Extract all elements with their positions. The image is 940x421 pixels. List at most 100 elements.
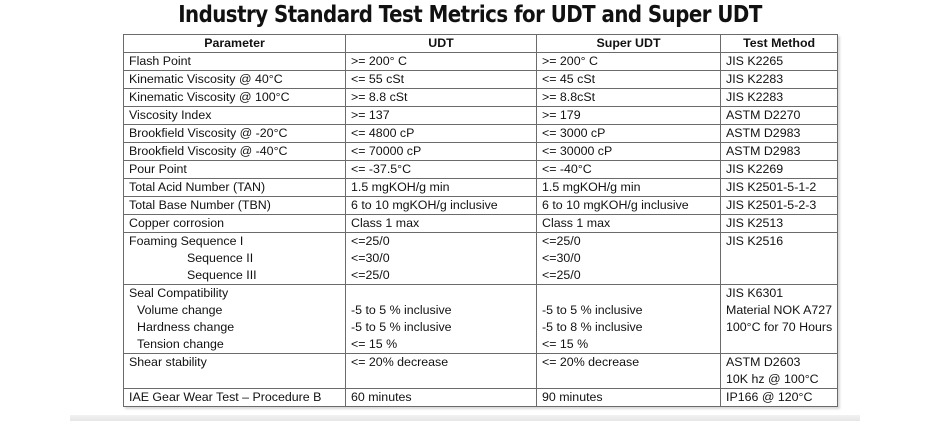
- value: 100°C for 70 Hours: [726, 320, 833, 334]
- method-cell: JIS K2269: [719, 160, 839, 179]
- value: <=25/0: [542, 234, 581, 248]
- udt-cell: >= 200° C: [345, 52, 537, 71]
- header-udt: UDT: [345, 34, 537, 53]
- udt-cell: <= 70000 cP: [345, 142, 537, 161]
- udt-cell: <=25/0 <=30/0 <=25/0: [345, 232, 537, 285]
- super-udt-cell: >= 8.8cSt: [536, 88, 721, 107]
- page-title: Industry Standard Test Metrics for UDT a…: [178, 2, 762, 28]
- param-cell: Seal Compatibility Volume change Hardnes…: [123, 284, 346, 354]
- param-cell: Copper corrosion: [123, 214, 346, 233]
- value: <= 15 %: [351, 337, 398, 351]
- param-cell: IAE Gear Wear Test – Procedure B: [123, 388, 346, 407]
- method-cell: IP166 @ 120°C: [719, 388, 839, 407]
- udt-cell: <= 55 cSt: [345, 70, 537, 89]
- super-udt-cell: <=25/0 <=30/0 <=25/0: [536, 232, 721, 285]
- table-row: Pour Point <= -37.5°C <= -40°C JIS K2269: [123, 160, 839, 179]
- value: JIS K6301: [726, 286, 784, 300]
- metrics-table: Parameter UDT Super UDT Test Method Flas…: [123, 34, 839, 407]
- method-cell: JIS K2501-5-2-3: [719, 196, 839, 215]
- method-cell: JIS K2283: [719, 88, 839, 107]
- value: <= 15 %: [542, 337, 589, 351]
- header-super-udt: Super UDT: [536, 34, 721, 53]
- udt-cell: <= -37.5°C: [345, 160, 537, 179]
- table-row: Brookfield Viscosity @ -40°C <= 70000 cP <…: [123, 142, 839, 161]
- method-cell: JIS K2513: [719, 214, 839, 233]
- value: ASTM D2603: [726, 355, 801, 369]
- seal-tension: Tension change: [137, 337, 224, 351]
- table-row-seal: Seal Compatibility Volume change Hardnes…: [123, 284, 839, 354]
- table-row: Flash Point >= 200° C >= 200° C JIS K2265: [123, 52, 839, 71]
- udt-cell: >= 137: [345, 106, 537, 125]
- table-row: Brookfield Viscosity @ -20°C <= 4800 cP <=…: [123, 124, 839, 143]
- value: <=25/0: [351, 268, 390, 282]
- table-row: Total Acid Number (TAN) 1.5 mgKOH/g min 1.…: [123, 178, 839, 197]
- method-cell: ASTM D2270: [719, 106, 839, 125]
- value: 10K hz @ 100°C: [726, 372, 819, 386]
- param-cell: Total Base Number (TBN): [123, 196, 346, 215]
- foaming-seq-3: Sequence III: [187, 268, 257, 282]
- spacer: [542, 285, 715, 302]
- param-cell: Viscosity Index: [123, 106, 346, 125]
- header-test-method: Test Method: [719, 34, 839, 53]
- seal-volume: Volume change: [137, 303, 223, 317]
- value: <=25/0: [351, 234, 390, 248]
- table-header-row: Parameter UDT Super UDT Test Method: [123, 34, 839, 53]
- method-cell: JIS K2265: [719, 52, 839, 71]
- seal-title: Seal Compatibility: [129, 286, 229, 300]
- method-cell: ASTM D2983: [719, 124, 839, 143]
- super-udt-cell: >= 200° C: [536, 52, 721, 71]
- super-udt-cell: <= 30000 cP: [536, 142, 721, 161]
- foaming-seq-2: Sequence II: [187, 251, 254, 265]
- value: -5 to 5 % inclusive: [351, 320, 452, 334]
- value: -5 to 5 % inclusive: [351, 303, 452, 317]
- udt-cell: 1.5 mgKOH/g min: [345, 178, 537, 197]
- method-cell: ASTM D2603 10K hz @ 100°C: [719, 353, 839, 389]
- super-udt-cell: >= 179: [536, 106, 721, 125]
- super-udt-cell: 6 to 10 mgKOH/g inclusive: [536, 196, 721, 215]
- table-row: Kinematic Viscosity @ 40°C <= 55 cSt <= 45…: [123, 70, 839, 89]
- value: <=30/0: [351, 251, 390, 265]
- super-udt-cell: <= 45 cSt: [536, 70, 721, 89]
- udt-cell: 6 to 10 mgKOH/g inclusive: [345, 196, 537, 215]
- table-row-shear: Shear stability <= 20% decrease <= 20% d…: [123, 353, 839, 389]
- super-udt-cell: 1.5 mgKOH/g min: [536, 178, 721, 197]
- udt-cell: Class 1 max: [345, 214, 537, 233]
- table-row: Viscosity Index >= 137 >= 179 ASTM D2270: [123, 106, 839, 125]
- value: <=25/0: [542, 268, 581, 282]
- super-udt-cell: <= 20% decrease: [536, 353, 721, 389]
- foaming-seq-1: Foaming Sequence I: [129, 234, 244, 248]
- value: -5 to 5 % inclusive: [542, 303, 643, 317]
- value: Material NOK A727: [726, 303, 833, 317]
- udt-cell: >= 8.8 cSt: [345, 88, 537, 107]
- seal-hardness: Hardness change: [137, 320, 235, 334]
- table-row: Kinematic Viscosity @ 100°C >= 8.8 cSt >= …: [123, 88, 839, 107]
- method-cell: JIS K2283: [719, 70, 839, 89]
- method-cell: ASTM D2983: [719, 142, 839, 161]
- method-cell: JIS K2501-5-1-2: [719, 178, 839, 197]
- super-udt-cell: <= 3000 cP: [536, 124, 721, 143]
- param-cell: Brookfield Viscosity @ -40°C: [123, 142, 346, 161]
- spacer: [351, 285, 531, 302]
- param-cell: Kinematic Viscosity @ 100°C: [123, 88, 346, 107]
- super-udt-cell: Class 1 max: [536, 214, 721, 233]
- param-cell: Flash Point: [123, 52, 346, 71]
- header-parameter: Parameter: [123, 34, 346, 53]
- super-udt-cell: <= -40°C: [536, 160, 721, 179]
- value: -5 to 8 % inclusive: [542, 320, 643, 334]
- udt-cell: -5 to 5 % inclusive -5 to 5 % inclusive …: [345, 284, 537, 354]
- param-cell: Foaming Sequence I Sequence II Sequence …: [123, 232, 346, 285]
- super-udt-cell: 90 minutes: [536, 388, 721, 407]
- udt-cell: <= 4800 cP: [345, 124, 537, 143]
- value: <=30/0: [542, 251, 581, 265]
- param-cell: Pour Point: [123, 160, 346, 179]
- param-cell: Brookfield Viscosity @ -20°C: [123, 124, 346, 143]
- param-cell: Kinematic Viscosity @ 40°C: [123, 70, 346, 89]
- udt-cell: <= 20% decrease: [345, 353, 537, 389]
- param-cell: Total Acid Number (TAN): [123, 178, 346, 197]
- super-udt-cell: -5 to 5 % inclusive -5 to 8 % inclusive …: [536, 284, 721, 354]
- table-row-gear: IAE Gear Wear Test – Procedure B 60 minu…: [123, 388, 839, 407]
- method-cell: JIS K6301 Material NOK A727 100°C for 70…: [719, 284, 839, 354]
- table-row: Copper corrosion Class 1 max Class 1 max JI…: [123, 214, 839, 233]
- table-row: Total Base Number (TBN) 6 to 10 mgKOH/g i…: [123, 196, 839, 215]
- table-row-foaming: Foaming Sequence I Sequence II Sequence …: [123, 232, 839, 285]
